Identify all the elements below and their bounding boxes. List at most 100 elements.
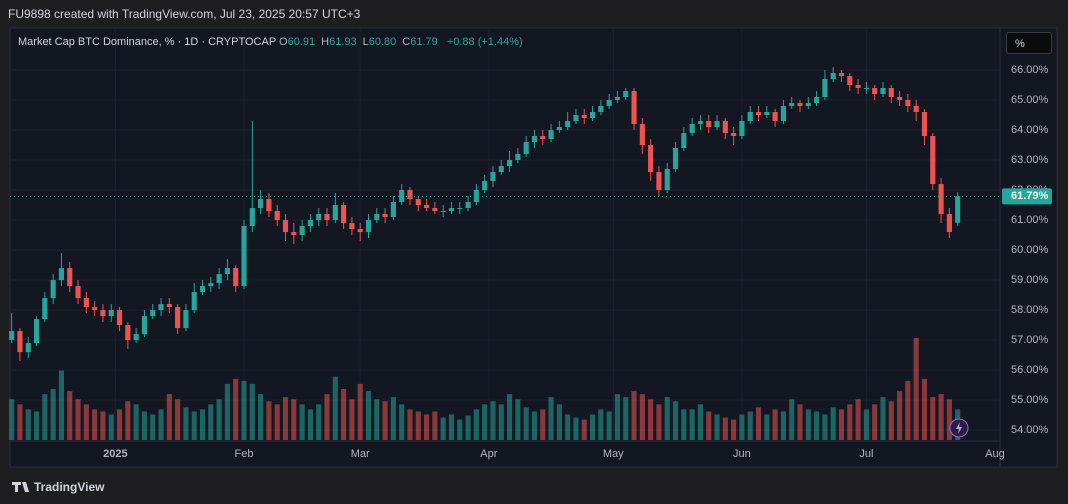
candle-body (33, 319, 40, 344)
candle-body (697, 121, 703, 125)
candle-body (473, 190, 479, 203)
candle-body (233, 268, 239, 287)
candle-body (216, 274, 222, 284)
volume-bar (465, 415, 471, 440)
volume-bar (158, 409, 164, 440)
candle-body (133, 334, 139, 341)
candle-body (116, 310, 123, 326)
volume-bar (789, 399, 795, 440)
candle-body (299, 226, 305, 236)
volume-bar (448, 414, 455, 440)
x-tick-label: Jul (859, 448, 873, 460)
volume-bar (589, 414, 596, 440)
scale-button[interactable]: % (1006, 32, 1052, 54)
volume-bar (133, 404, 139, 440)
candle-body (565, 121, 571, 128)
volume-bar (838, 409, 845, 440)
volume-bar (224, 383, 230, 440)
volume-bar (473, 409, 479, 440)
volume-bar (731, 419, 737, 440)
y-tick-label: 64.00% (1011, 124, 1049, 136)
candle-body (341, 205, 347, 224)
volume-bar (880, 397, 886, 440)
candle-body (863, 88, 869, 90)
candle-body (415, 199, 421, 206)
candle-body (838, 73, 845, 77)
candle-body (108, 310, 114, 317)
volume-bar (141, 411, 148, 440)
candle-body (50, 280, 56, 299)
candle-body (888, 88, 894, 98)
y-tick-label: 61.00% (1011, 214, 1049, 226)
candle-body (274, 211, 280, 221)
volume-bar (357, 383, 363, 440)
candle-body (755, 112, 762, 116)
candle-body (291, 232, 297, 236)
candle-body (183, 310, 189, 329)
candle-body (946, 214, 952, 233)
volume-bar (565, 414, 571, 440)
volume-bar (415, 411, 421, 440)
volume-bar (116, 409, 123, 440)
y-tick-label: 59.00% (1011, 274, 1049, 286)
y-tick-label: 66.00% (1011, 64, 1049, 76)
volume-bar (747, 411, 753, 440)
volume-bar (830, 407, 836, 440)
volume-bar (863, 409, 869, 440)
legend-field-value: 60.91 (287, 36, 316, 48)
volume-bar (722, 417, 728, 440)
candle-body (42, 298, 48, 320)
x-tick-label: 2025 (103, 448, 127, 460)
legend-name: Market Cap BTC Dominance, % · 1D · CRYPT… (18, 36, 276, 48)
candle-body (141, 316, 148, 335)
volume-bar (349, 399, 355, 440)
volume-bar (506, 394, 513, 440)
candle-body (208, 283, 214, 287)
volume-bar (241, 380, 247, 440)
candle-body (913, 106, 919, 113)
candle-body (847, 76, 853, 86)
candle-body (631, 91, 637, 125)
candle-body (606, 100, 612, 107)
legend-field-label: C (402, 36, 411, 48)
volume-bar (739, 414, 745, 440)
volume-bar (316, 404, 322, 440)
volume-bar (25, 409, 31, 440)
legend-field-label: H (321, 36, 330, 48)
volume-bar (681, 409, 687, 440)
volume-bar (913, 338, 919, 440)
candle-body (100, 310, 106, 317)
volume-bar (365, 391, 372, 440)
candle-body (432, 208, 438, 212)
candle-body (67, 268, 73, 287)
volume-bar (938, 394, 944, 440)
candle-body (382, 214, 388, 218)
volume-bar (399, 404, 405, 440)
candle-body (814, 97, 820, 104)
volume-bar (324, 394, 330, 440)
candle-body (672, 148, 679, 170)
candle-body (789, 103, 795, 107)
candle-body (282, 220, 289, 233)
volume-bar (689, 409, 695, 440)
candle-body (589, 112, 596, 119)
candle-body (731, 133, 737, 137)
candle-body (515, 154, 521, 161)
candle-body (714, 121, 720, 128)
volume-bar (307, 409, 313, 440)
candle-body (540, 136, 546, 140)
volume-bar (183, 407, 189, 440)
candle-body (324, 214, 330, 221)
candle-body (17, 331, 23, 353)
y-tick-label: 63.00% (1011, 154, 1049, 166)
candle-body (664, 169, 670, 191)
volume-bar (374, 399, 380, 440)
y-tick-label: 54.00% (1011, 424, 1049, 436)
candle-body (25, 343, 31, 353)
x-tick-label: Jun (733, 448, 751, 460)
volume-bar (208, 404, 214, 440)
candle-body (125, 325, 131, 341)
volume-bar (548, 397, 554, 440)
candle-body (706, 121, 712, 128)
volume-bar (515, 399, 521, 440)
